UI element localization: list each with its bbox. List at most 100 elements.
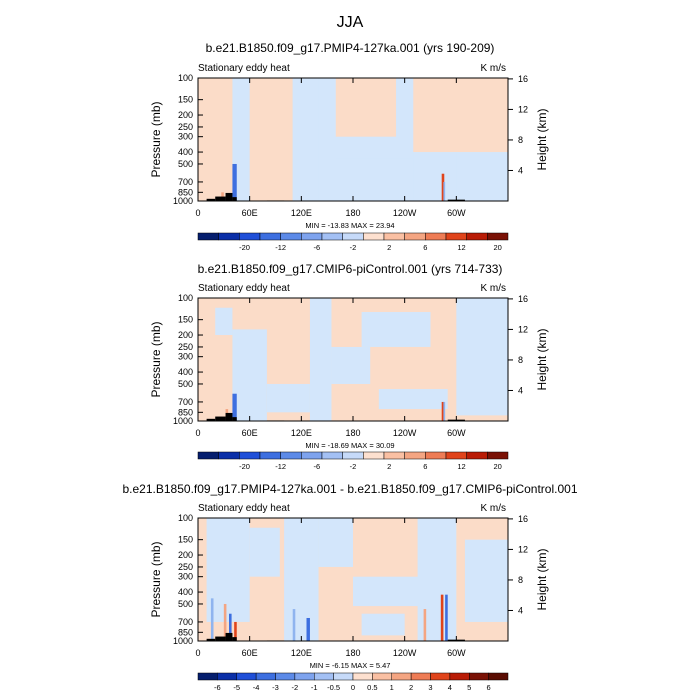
y-tick-label: 150: [178, 95, 193, 105]
terrain: [206, 638, 216, 641]
units-label: K m/s: [480, 503, 506, 514]
colorbar-cell: [449, 672, 470, 681]
colorbar-cell: [239, 451, 261, 460]
colorbar-label: -2: [350, 243, 357, 252]
colorbar-cell: [314, 672, 334, 681]
contour-fill: [249, 527, 280, 577]
y-tick-right-label: 8: [518, 575, 523, 585]
colorbar-cell: [342, 451, 364, 460]
contour-fill: [353, 576, 422, 607]
contour-fill: [232, 329, 267, 421]
colorbar-cell: [259, 232, 281, 241]
colorbar-cell: [352, 672, 373, 681]
colorbar-cell: [218, 232, 240, 241]
colorbar-label: 20: [493, 462, 501, 471]
x-tick-label: 120W: [393, 428, 417, 438]
colorbar-cell: [239, 232, 261, 241]
contour-fill: [284, 518, 319, 641]
y-tick-label: 850: [178, 627, 193, 637]
colorbar-cell: [425, 451, 447, 460]
terrain: [225, 412, 233, 421]
x-tick-label: 120E: [291, 208, 312, 218]
colorbar-cell: [301, 232, 323, 241]
colorbar-label: -12: [275, 462, 286, 471]
colorbar-label: 0.5: [367, 683, 377, 692]
colorbar-cell: [218, 451, 240, 460]
panel-1: b.e21.B1850.f09_g17.PMIP4-127ka.001 (yrs…: [149, 41, 549, 252]
colorbar-cell: [363, 232, 385, 241]
colorbar-label: 6: [423, 243, 427, 252]
y-tick-label: 200: [178, 110, 193, 120]
y-axis-title-right: Height (km): [535, 108, 549, 170]
y-tick-label: 700: [178, 397, 193, 407]
x-tick-label: 0: [195, 648, 200, 658]
colorbar-label: 12: [457, 243, 465, 252]
y-tick-label: 400: [178, 367, 193, 377]
minmax-label: MIN = -6.15 MAX = 5.47: [310, 661, 391, 670]
terrain: [225, 632, 233, 641]
contour-streak: [423, 609, 427, 641]
terrain: [215, 636, 226, 641]
x-tick-label: 120W: [393, 648, 417, 658]
colorbar-cell: [363, 451, 385, 460]
colorbar-label: -5: [233, 683, 240, 692]
terrain: [215, 196, 226, 201]
terrain: [232, 197, 237, 201]
colorbar-cell: [259, 451, 281, 460]
y-axis-title-right: Height (km): [535, 548, 549, 610]
colorbar-cell: [197, 232, 219, 241]
y-tick-right-label: 16: [518, 74, 528, 84]
y-tick-label: 400: [178, 587, 193, 597]
terrain: [206, 418, 216, 421]
colorbar-cell: [391, 672, 412, 681]
y-tick-label: 500: [178, 379, 193, 389]
minmax-label: MIN = -18.69 MAX = 30.09: [305, 441, 394, 450]
colorbar-cell: [487, 232, 509, 241]
y-tick-label: 150: [178, 535, 193, 545]
contour-streak: [234, 621, 237, 641]
y-tick-label: 250: [178, 342, 193, 352]
y-tick-label: 1000: [173, 416, 193, 426]
colorbar-cell: [466, 232, 488, 241]
y-axis-title: Pressure (mb): [149, 541, 163, 617]
contour-fill: [318, 518, 353, 567]
contour-fill: [361, 613, 405, 636]
contour-streak: [443, 181, 446, 201]
y-tick-label: 100: [178, 73, 193, 83]
y-tick-label: 250: [178, 122, 193, 132]
y-tick-label: 1000: [173, 196, 193, 206]
colorbar-label: -2: [292, 683, 299, 692]
y-tick-label: 300: [178, 132, 193, 142]
contour-fill: [464, 539, 508, 622]
colorbar-label: 0: [351, 683, 355, 692]
colorbar-label: 6: [487, 683, 491, 692]
contour-streak: [232, 163, 237, 201]
colorbar-label: 2: [387, 243, 391, 252]
units-label: K m/s: [480, 283, 506, 294]
contour-streak: [232, 393, 237, 421]
x-tick-label: 60W: [447, 428, 466, 438]
y-tick-right-label: 8: [518, 355, 523, 365]
colorbar-label: -20: [239, 462, 250, 471]
x-tick-label: 60E: [242, 208, 258, 218]
colorbar-label: 5: [467, 683, 471, 692]
x-tick-label: 180: [345, 648, 360, 658]
x-tick-label: 60W: [447, 208, 466, 218]
y-tick-label: 300: [178, 352, 193, 362]
x-tick-label: 60E: [242, 428, 258, 438]
units-label: K m/s: [480, 63, 506, 74]
terrain: [232, 417, 237, 421]
colorbar-cell: [301, 451, 323, 460]
x-tick-label: 0: [195, 208, 200, 218]
colorbar-cell: [383, 451, 405, 460]
colorbar-cell: [255, 672, 276, 681]
y-tick-right-label: 12: [518, 324, 528, 334]
contour-streak: [445, 594, 448, 641]
colorbar-label: 3: [428, 683, 432, 692]
contour-streak: [229, 613, 232, 641]
y-tick-label: 200: [178, 330, 193, 340]
colorbar-cell: [321, 232, 343, 241]
terrain: [215, 416, 226, 421]
contour-fill: [335, 78, 397, 137]
y-tick-right-label: 12: [518, 544, 528, 554]
